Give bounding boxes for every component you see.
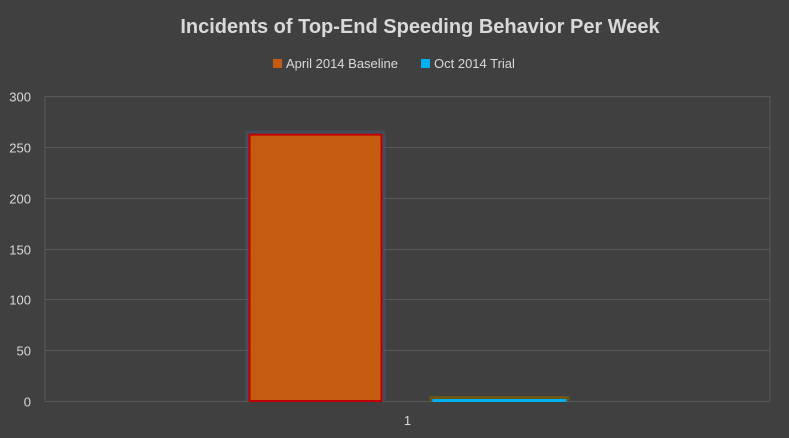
- y-tick-label: 150: [9, 243, 31, 258]
- bars: [245, 130, 570, 403]
- bar-trial: [432, 398, 567, 403]
- y-tick-label: 50: [17, 344, 31, 359]
- y-tick-label: 200: [9, 192, 31, 207]
- bar-baseline: [248, 133, 383, 402]
- y-axis-ticks: 0 50 100 150 200 250 300: [9, 90, 31, 410]
- y-tick-label: 300: [9, 90, 31, 105]
- x-tick-label: 1: [404, 413, 411, 428]
- legend-label-trial: Oct 2014 Trial: [434, 56, 515, 71]
- legend-swatch-trial: [421, 59, 430, 68]
- y-tick-label: 100: [9, 293, 31, 308]
- y-tick-label: 0: [24, 395, 31, 410]
- legend-swatch-baseline: [273, 59, 282, 68]
- gridlines: [44, 96, 771, 402]
- x-axis-ticks: 1: [404, 413, 411, 428]
- legend: April 2014 Baseline Oct 2014 Trial: [273, 56, 515, 71]
- chart-title: Incidents of Top-End Speeding Behavior P…: [180, 16, 660, 38]
- y-tick-label: 250: [9, 141, 31, 156]
- legend-label-baseline: April 2014 Baseline: [286, 56, 398, 71]
